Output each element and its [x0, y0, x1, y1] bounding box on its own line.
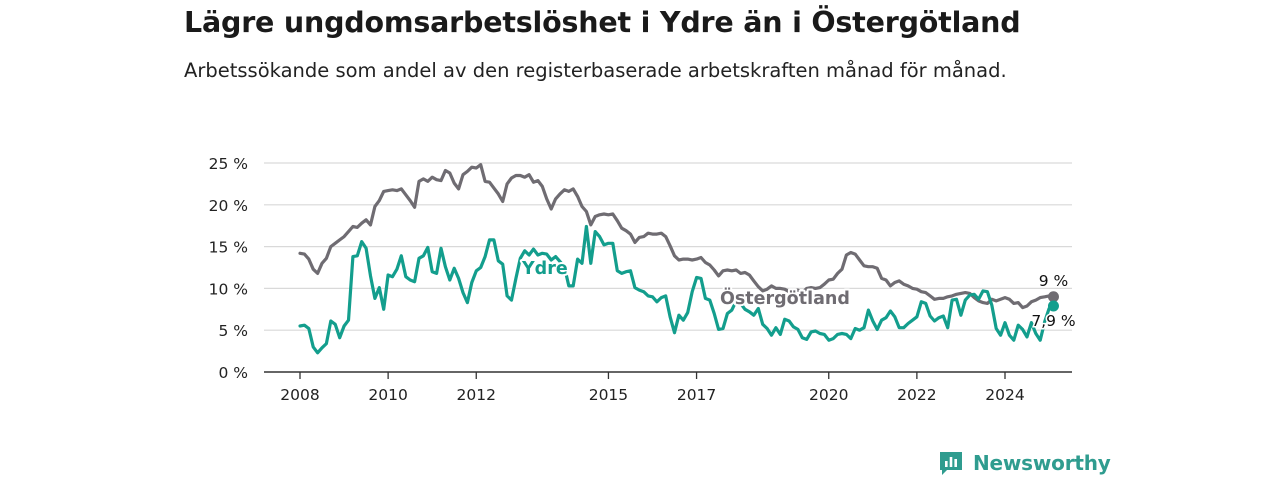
- brand-logo: Newsworthy: [937, 448, 1111, 478]
- series-line-ydre: [298, 224, 1056, 355]
- x-tick-label: 2015: [589, 386, 628, 404]
- series-lines: [298, 163, 1059, 355]
- y-tick-label: 15 %: [209, 239, 248, 257]
- series-line-ostergotland: [298, 163, 1056, 310]
- series-labels: Ydre Östergötland 9 % 7,9 %: [519, 257, 1077, 331]
- y-axis: 0 % 5 % 10 % 15 % 20 % 25 %: [209, 155, 248, 382]
- y-tick-label: 10 %: [209, 280, 248, 298]
- y-tick-label: 5 %: [218, 322, 248, 340]
- y-tick-label: 25 %: [209, 155, 248, 173]
- newsworthy-logo-icon: [940, 452, 962, 475]
- end-point-ydre: [1047, 300, 1059, 312]
- x-tick-label: 2012: [457, 386, 496, 404]
- x-tick-label: 2024: [985, 386, 1024, 404]
- series-label-ostergotland: Östergötland: [720, 287, 850, 309]
- x-tick-label: 2022: [897, 386, 936, 404]
- y-tick-label: 20 %: [209, 197, 248, 215]
- x-tick-label: 2020: [809, 386, 848, 404]
- chart-subtitle: Arbetssökande som andel av den registerb…: [184, 59, 1007, 82]
- y-tick-label: 0 %: [218, 364, 248, 382]
- x-tick-label: 2010: [368, 386, 407, 404]
- series-label-ydre: Ydre: [521, 259, 568, 279]
- brand-name: Newsworthy: [973, 451, 1111, 475]
- end-label-ostergotland: 9 %: [1039, 272, 1069, 290]
- x-axis: 2008 2010 2012 2015 2017 2020 2022 2024: [264, 371, 1072, 404]
- end-label-ydre: 7,9 %: [1031, 312, 1075, 330]
- end-point-ostergotland: [1047, 291, 1059, 303]
- x-tick-label: 2017: [677, 386, 716, 404]
- chart-title: Lägre ungdomsarbetslöshet i Ydre än i Ös…: [184, 6, 1021, 39]
- grid-lines: [264, 162, 1072, 331]
- x-tick-label: 2008: [280, 386, 319, 404]
